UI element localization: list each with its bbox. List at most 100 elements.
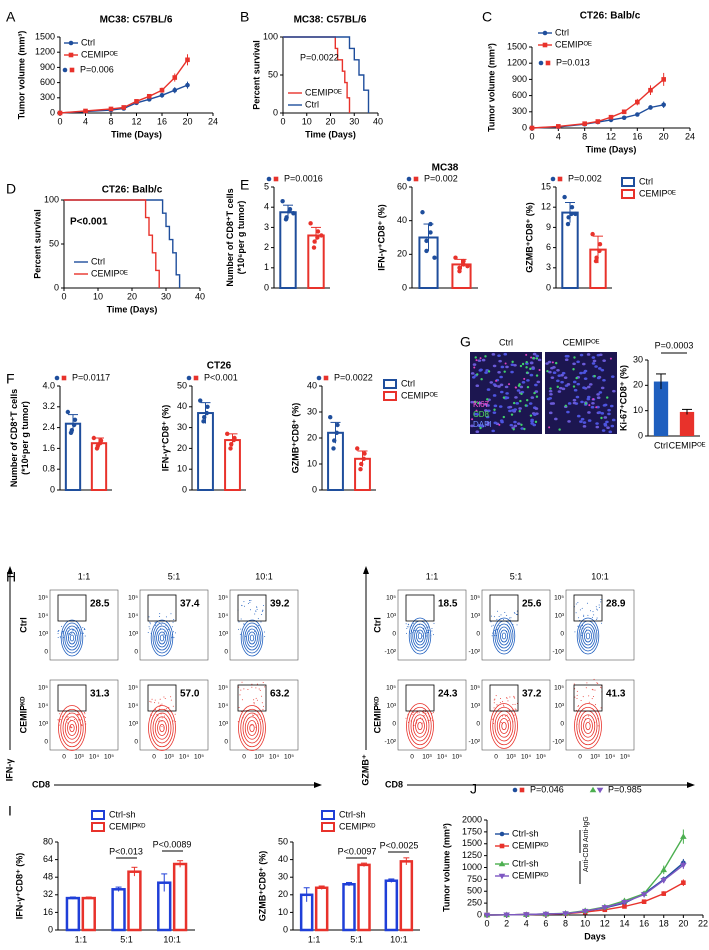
nucleus [612, 389, 616, 393]
event [425, 635, 427, 637]
event [500, 697, 502, 699]
event [262, 609, 264, 611]
nucleus [560, 373, 564, 377]
contour [58, 705, 86, 751]
event [490, 615, 492, 617]
nucleus [602, 359, 606, 362]
nucleus [579, 371, 583, 375]
event [158, 720, 160, 722]
y-tick-label: 0 [638, 430, 643, 440]
x-tick-label: 40 [195, 291, 205, 301]
nucleus [579, 353, 584, 357]
data-point [331, 446, 336, 451]
flow-y-tick: 0 [44, 739, 48, 746]
point [661, 102, 666, 108]
x-tick-label: 4 [556, 131, 561, 141]
nucleus [532, 352, 537, 356]
nucleus [534, 383, 538, 387]
flow-y-tick: 0 [560, 631, 564, 638]
x-axis-label: CD8 [32, 779, 50, 789]
legend-label: CEMIPᴷᴰ [109, 821, 145, 831]
event [588, 715, 590, 717]
y-tick-label: 1000 [462, 862, 482, 872]
cd8-cell [526, 385, 530, 389]
event [502, 701, 504, 703]
event [57, 630, 59, 632]
nucleus [600, 386, 605, 390]
event [80, 632, 82, 634]
y-tick-label: 15 [541, 181, 551, 191]
event [262, 705, 264, 707]
nucleus [520, 427, 524, 430]
x-axis-label: Days [584, 931, 606, 941]
event [593, 678, 595, 680]
contour [242, 712, 262, 744]
data-point [465, 263, 470, 269]
x-tick-label: 10:1 [390, 934, 408, 944]
data-point [597, 242, 603, 247]
cd8-cell [558, 428, 561, 431]
event [586, 682, 588, 684]
annotation: P=0.0022 [300, 52, 339, 62]
data-point [461, 258, 466, 264]
nucleus [478, 369, 483, 372]
contour [583, 718, 593, 734]
nucleus [491, 429, 495, 433]
cd8-cell [533, 391, 536, 395]
flow-y-tick: 10⁴ [128, 613, 138, 620]
event [84, 716, 86, 718]
nucleus [534, 407, 539, 410]
data-point [359, 461, 364, 467]
contour [148, 705, 176, 751]
event [259, 689, 261, 691]
flow-y-tick: 0 [560, 721, 564, 728]
flow-y-tick: 0 [224, 649, 228, 656]
event [161, 703, 163, 705]
contour [582, 626, 594, 646]
point [648, 87, 653, 93]
flow-y-tick: 10³ [129, 721, 139, 728]
cd8-cell [549, 387, 552, 390]
stain-label: CD8 [473, 410, 490, 419]
flow-y-tick: 10⁵ [128, 685, 138, 692]
nucleus [582, 386, 586, 389]
flow-y-tick: 10³ [555, 613, 565, 620]
ki67-cell [473, 366, 476, 369]
gate-value: 28.5 [90, 599, 110, 610]
y-tick-label: 1.6 [42, 443, 55, 453]
nucleus [603, 424, 608, 427]
nucleus [499, 383, 504, 387]
annotation-marker [512, 787, 518, 793]
nucleus [529, 361, 534, 365]
panel-label: B [240, 9, 249, 25]
event [148, 626, 150, 628]
event [423, 715, 425, 717]
y-tick-label: 600 [40, 77, 55, 87]
nucleus [475, 384, 480, 388]
nucleus [596, 376, 601, 380]
series-line [64, 199, 181, 288]
x-tick-label: 30 [161, 291, 171, 301]
point [108, 106, 114, 112]
ki67-cell [609, 357, 612, 360]
event [258, 688, 260, 690]
row-label: Ctrl [372, 617, 382, 633]
flow-y-tick: 10⁴ [38, 703, 48, 710]
nucleus [566, 383, 571, 386]
nucleus [513, 408, 517, 411]
annotation-marker [596, 787, 604, 794]
point [159, 87, 165, 93]
gate [147, 594, 177, 622]
cd8-cell [572, 385, 576, 388]
y-tick-label: 4 [264, 202, 269, 212]
nucleus [477, 424, 481, 427]
arrow-head [363, 566, 369, 574]
column-label: Ctrl [499, 337, 513, 347]
flow-y-tick: 10³ [219, 631, 229, 638]
data-point [311, 245, 317, 250]
ki67-cell [525, 353, 528, 356]
y-tick-label: 10 [633, 405, 643, 415]
x-tick-label: 20 [678, 918, 688, 928]
event [509, 696, 511, 698]
contour [152, 622, 172, 654]
